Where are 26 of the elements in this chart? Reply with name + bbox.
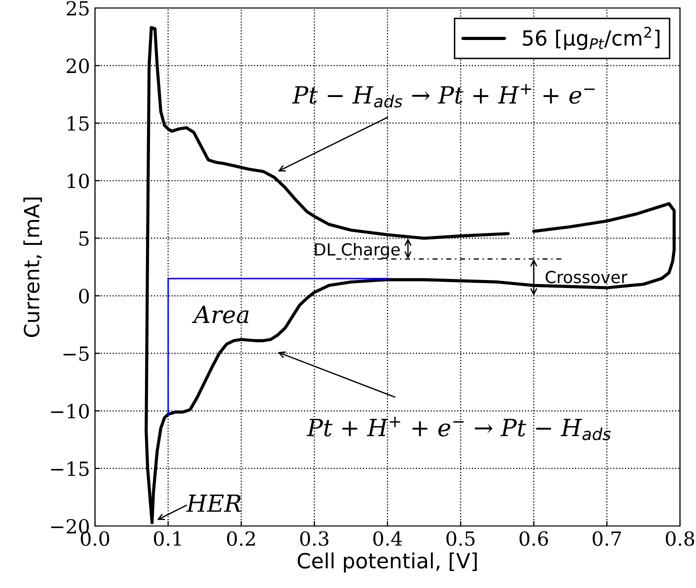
legend-label: 56 [μg$_{Pt}$/cm$^{2}$] [522, 26, 660, 50]
y-tick-label: −10 [51, 404, 89, 419]
y-tick-label: −15 [51, 461, 89, 476]
x-tick-label: 0.2 [227, 531, 255, 546]
annotation: DL Charge [315, 242, 400, 259]
x-axis-title: Cell potential, [V] [298, 552, 477, 573]
x-tick-label: 0.6 [520, 531, 548, 546]
x-tick-label: 0.1 [154, 531, 181, 546]
y-tick-label: 10 [68, 174, 89, 188]
y-tick-label: 20 [66, 58, 89, 74]
y-tick-label: 15 [68, 116, 89, 131]
annotation: HER [186, 494, 242, 512]
y-tick-label: 25 [66, 0, 89, 16]
annotation: Crossover [546, 270, 628, 284]
y-tick-label: 0 [79, 288, 89, 304]
x-tick-label: 0.3 [300, 531, 328, 546]
x-tick-label: 0.5 [446, 531, 475, 546]
y-axis-title: Current, [mA] [23, 198, 42, 337]
y-tick-label: 5 [79, 231, 89, 246]
x-tick-label: 0.7 [592, 531, 621, 546]
y-tick-label: −5 [64, 346, 89, 361]
annotation: Pt + H$^{+}$ + e$^{−}$ → Pt − H$_{ads}$ [306, 416, 611, 440]
annotation: Pt − H$_{ads}$ → Pt + H$^{+}$ + e$^{−}$ [292, 84, 595, 108]
x-tick-label: 0.8 [666, 531, 694, 546]
annotation: Area [192, 306, 249, 324]
x-tick-label: 0.4 [373, 531, 402, 546]
